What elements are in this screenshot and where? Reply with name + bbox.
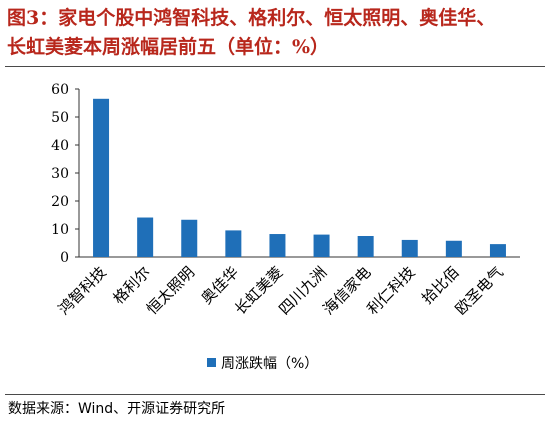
source-note: 数据来源：Wind、开源证券研究所 [8, 401, 226, 417]
category-label: 海信家电 [319, 263, 374, 318]
bottom-rule [5, 394, 545, 395]
y-tick-label: 0 [60, 250, 69, 266]
bar [269, 234, 286, 257]
bar [445, 240, 462, 257]
category-label: 利仁科技 [363, 263, 418, 318]
y-tick-label: 60 [51, 82, 69, 98]
category-label: 四川九洲 [275, 263, 330, 318]
title-line-2: 长虹美菱本周涨幅居前五（单位：%） [7, 36, 330, 58]
top-rule [5, 66, 545, 67]
bar [357, 236, 374, 257]
legend-swatch [207, 358, 216, 367]
category-label: 欧圣电气 [452, 263, 507, 318]
title-line-1: 图3：家电个股中鸿智科技、格利尔、恒太照明、奥佳华、 [7, 7, 496, 29]
category-label: 长虹美菱 [231, 263, 286, 318]
bar [489, 244, 506, 257]
bar [225, 230, 242, 257]
legend-label: 周涨跌幅（%） [221, 356, 318, 372]
y-tick-label: 50 [51, 110, 69, 126]
bar [313, 234, 330, 257]
category-label: 鸿智科技 [55, 263, 110, 318]
y-tick-label: 40 [51, 138, 69, 154]
bar [137, 217, 154, 257]
bar [93, 98, 110, 257]
y-tick-label: 20 [51, 194, 69, 210]
bar [181, 219, 198, 257]
category-label: 恒太照明 [143, 263, 198, 318]
y-tick-label: 30 [51, 166, 69, 182]
chart-title: 图3：家电个股中鸿智科技、格利尔、恒太照明、奥佳华、 长虹美菱本周涨幅居前五（单… [7, 4, 547, 62]
y-tick-label: 10 [51, 222, 69, 238]
bar [401, 239, 418, 257]
